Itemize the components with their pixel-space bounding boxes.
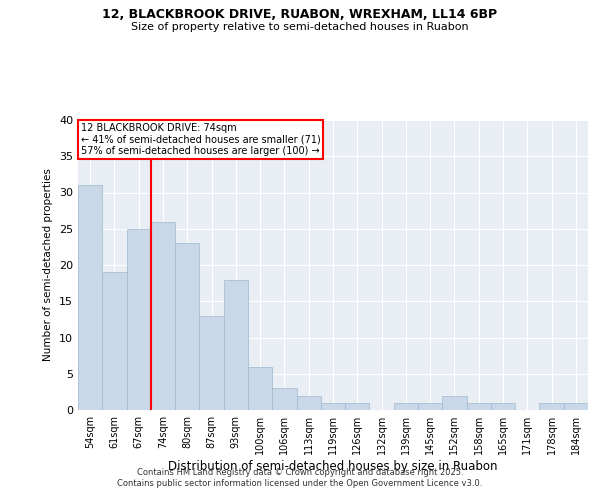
Bar bbox=[175, 244, 199, 410]
Bar bbox=[296, 396, 321, 410]
Bar bbox=[394, 403, 418, 410]
Bar bbox=[102, 272, 127, 410]
Text: 12 BLACKBROOK DRIVE: 74sqm
← 41% of semi-detached houses are smaller (71)
57% of: 12 BLACKBROOK DRIVE: 74sqm ← 41% of semi… bbox=[80, 123, 320, 156]
Y-axis label: Number of semi-detached properties: Number of semi-detached properties bbox=[43, 168, 53, 362]
Bar bbox=[442, 396, 467, 410]
Text: Contains HM Land Registry data © Crown copyright and database right 2025.
Contai: Contains HM Land Registry data © Crown c… bbox=[118, 468, 482, 487]
Text: 12, BLACKBROOK DRIVE, RUABON, WREXHAM, LL14 6BP: 12, BLACKBROOK DRIVE, RUABON, WREXHAM, L… bbox=[103, 8, 497, 20]
Bar bbox=[491, 403, 515, 410]
Bar bbox=[467, 403, 491, 410]
Bar bbox=[539, 403, 564, 410]
Text: Size of property relative to semi-detached houses in Ruabon: Size of property relative to semi-detach… bbox=[131, 22, 469, 32]
Bar bbox=[272, 388, 296, 410]
Bar bbox=[321, 403, 345, 410]
X-axis label: Distribution of semi-detached houses by size in Ruabon: Distribution of semi-detached houses by … bbox=[168, 460, 498, 473]
Bar bbox=[345, 403, 370, 410]
Bar bbox=[151, 222, 175, 410]
Bar bbox=[127, 229, 151, 410]
Bar bbox=[418, 403, 442, 410]
Bar bbox=[224, 280, 248, 410]
Bar bbox=[199, 316, 224, 410]
Bar bbox=[564, 403, 588, 410]
Bar bbox=[248, 366, 272, 410]
Bar bbox=[78, 185, 102, 410]
